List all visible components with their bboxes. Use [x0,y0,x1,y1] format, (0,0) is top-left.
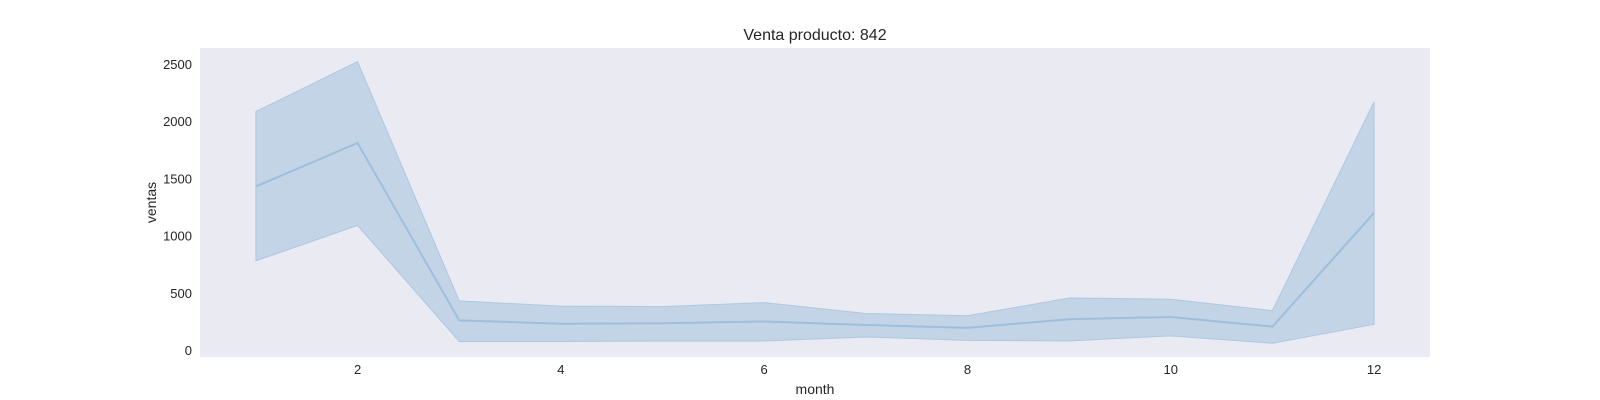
series-line-layer [255,141,1375,329]
x-tick-label: 10 [1164,362,1178,377]
x-axis-label: month [796,381,835,397]
y-tick-label: 1500 [163,171,192,186]
y-tick-label: 0 [185,343,192,358]
y-tick-label: 2500 [163,57,192,72]
confidence-band [255,61,1375,344]
x-tick-label: 4 [557,362,564,377]
y-axis-ticks: 0 500 1000 1500 2000 2500 [163,57,192,358]
x-tick-label: 12 [1367,362,1381,377]
x-tick-label: 6 [761,362,768,377]
series-line [255,141,1375,329]
y-tick-label: 1000 [163,229,192,244]
x-tick-label: 8 [964,362,971,377]
y-tick-label: 500 [170,286,192,301]
y-axis-label: ventas [143,182,159,223]
y-tick-label: 2000 [163,114,192,129]
confidence-band-layer [255,61,1375,344]
x-axis-ticks: 2 4 6 8 10 12 [354,362,1381,377]
x-tick-label: 2 [354,362,361,377]
chart-title: Venta producto: 842 [743,27,886,44]
